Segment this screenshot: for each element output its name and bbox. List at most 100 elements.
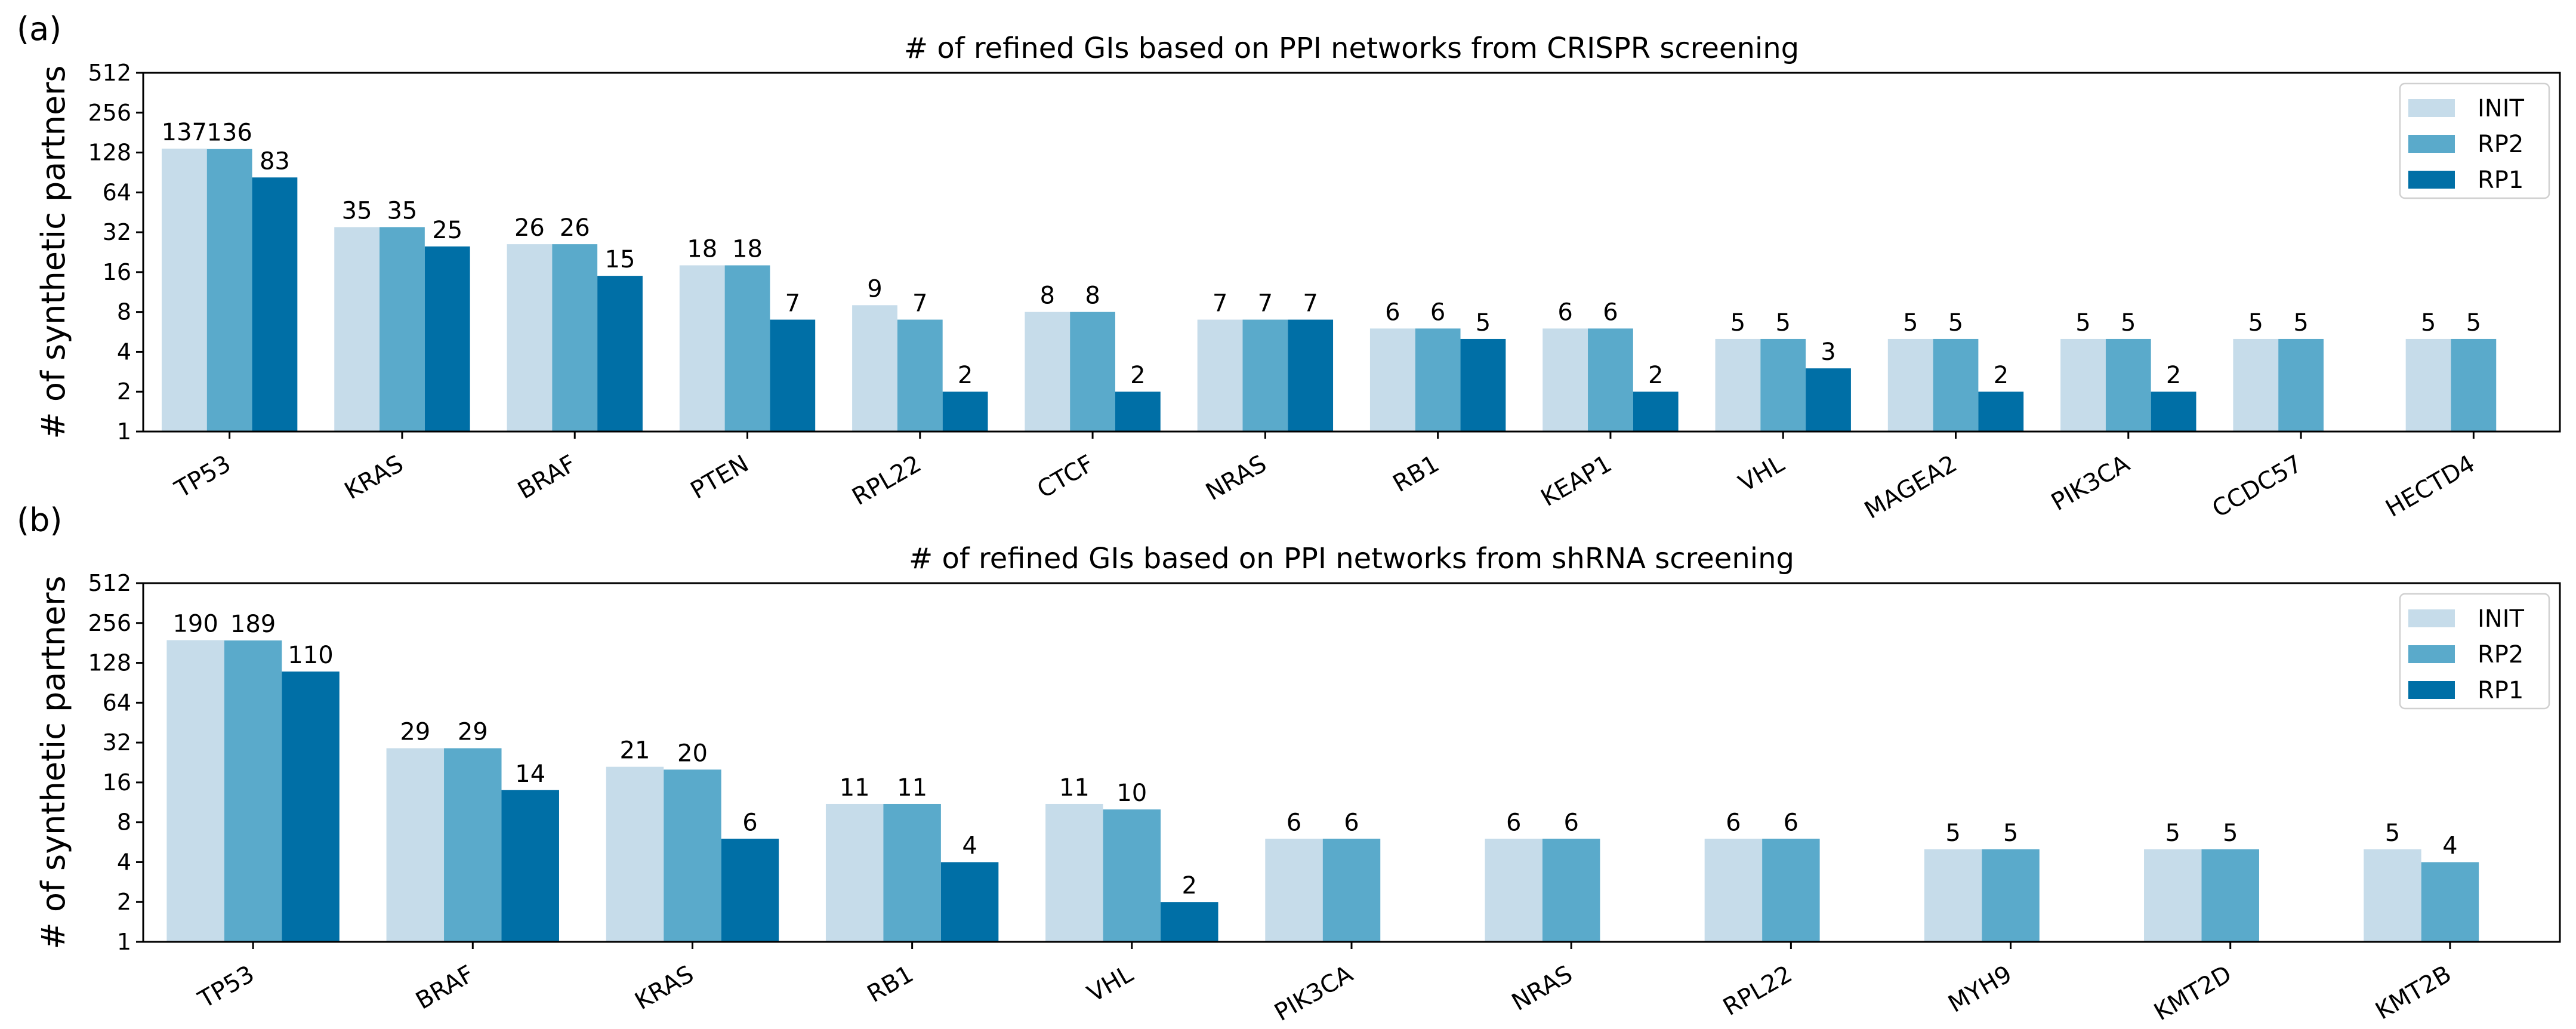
data-label: 189 [230,611,276,638]
bar-init [1542,328,1588,432]
plot-frame [142,582,2561,943]
x-tick-label: MYH9 [1943,960,2016,1018]
bar-rp1 [721,839,779,942]
data-label: 5 [1948,309,1963,337]
chart-panel-a: (a) # of refined GIs based on PPI network… [17,10,2561,525]
legend: INIT RP2 RP1 [2399,82,2550,199]
data-label: 5 [2293,309,2308,337]
bar-init [2060,338,2106,432]
x-tick-label: BRAF [513,450,581,505]
bar-rp2 [883,803,941,942]
bar-rp1 [1978,392,2024,432]
x-tick-label: VHL [1083,960,1139,1008]
y-tick-label: 64 [103,689,131,716]
bar-init [852,305,897,432]
bar-init [2405,338,2451,432]
y-tick-label: 256 [88,100,131,126]
bar-rp1 [2151,392,2196,432]
x-tick-label: PIK3CA [1270,960,1358,1027]
data-label: 110 [288,642,333,669]
y-tick-label: 2 [117,889,131,915]
legend-swatch-rp2 [2408,135,2455,153]
data-label: 21 [620,737,650,765]
bar-rp2 [552,244,598,432]
data-label: 15 [605,246,635,273]
bar-rp1 [1460,338,1506,432]
x-tick-label: TP53 [193,960,259,1014]
bar-rp2 [1415,328,1461,432]
data-label: 11 [897,774,927,802]
data-label: 5 [2466,309,2481,337]
bar-rp2 [1070,312,1115,432]
y-tick-label: 64 [103,179,131,205]
bar-init [1485,839,1542,942]
y-tick-label: 16 [103,259,131,285]
bar-init [1704,839,1763,942]
x-tick-label: PTEN [686,450,754,505]
bar-init [606,766,664,942]
bar-rp2 [1242,319,1288,432]
data-label: 2 [1648,362,1663,389]
data-label: 6 [1563,809,1578,836]
legend-label-rp1: RP1 [2478,167,2523,194]
data-label: 18 [687,236,717,263]
x-tick-label: KMT2D [2149,960,2236,1027]
y-tick-label: 512 [88,60,131,86]
y-tick-label: 256 [88,610,131,636]
bar-init [1197,319,1243,432]
bar-init [1265,839,1323,942]
data-label: 35 [342,197,372,224]
bar-rp1 [1288,319,1334,432]
y-tick-label: 4 [117,849,131,875]
bar-rp2 [1982,849,2040,942]
bar-init [1887,338,1933,432]
x-tick-label: RB1 [1389,450,1444,498]
data-label: 29 [458,719,488,746]
bar-rp1 [940,862,999,942]
legend-swatch-init [2408,609,2455,627]
bar-init [825,803,884,942]
y-tick-label: 128 [88,140,131,166]
legend-swatch-rp1 [2408,171,2455,189]
bar-rp2 [664,769,721,942]
data-label: 7 [912,290,927,318]
data-label: 5 [2165,819,2180,847]
data-label: 6 [1726,809,1741,836]
data-label: 5 [2121,309,2136,337]
x-tick-label: RPL22 [847,450,925,511]
data-label: 6 [1385,298,1400,326]
y-tick-label: 32 [103,729,131,756]
data-label: 5 [1476,309,1491,337]
data-label: 4 [2442,832,2457,859]
panel-label: (a) [17,10,61,48]
x-tick-label: KRAS [630,960,698,1015]
x-tick-label: CTCF [1033,450,1099,504]
bar-rp2 [1762,839,1820,942]
data-label: 25 [432,217,462,244]
data-label: 7 [1303,290,1318,318]
data-label: 136 [206,119,252,147]
legend-swatch-init [2408,99,2455,117]
bar-rp2 [206,149,252,432]
bar-rp1 [252,177,298,432]
data-label: 14 [515,760,545,788]
y-tick-label: 128 [88,650,131,676]
data-label: 2 [1994,362,2009,389]
data-label: 6 [1287,809,1301,836]
bar-rp2 [2451,338,2497,432]
chart-title: # of refined GIs based on PPI networks f… [909,542,1794,575]
x-tick-label: KRAS [340,450,408,505]
bar-rp2 [1542,839,1600,942]
data-label: 18 [732,236,763,263]
x-tick-label: KMT2B [2371,960,2456,1025]
data-label: 6 [1784,809,1798,836]
x-tick-label: NRAS [1201,450,1271,506]
data-label: 26 [560,214,590,242]
bar-rp1 [1115,392,1161,432]
data-label: 5 [2223,819,2238,847]
bar-rp2 [1103,809,1161,942]
x-tick-label: BRAF [411,960,479,1015]
x-tick-label: MAGEA2 [1860,450,1961,525]
bar-rp2 [224,640,282,942]
bar-init [166,640,224,942]
